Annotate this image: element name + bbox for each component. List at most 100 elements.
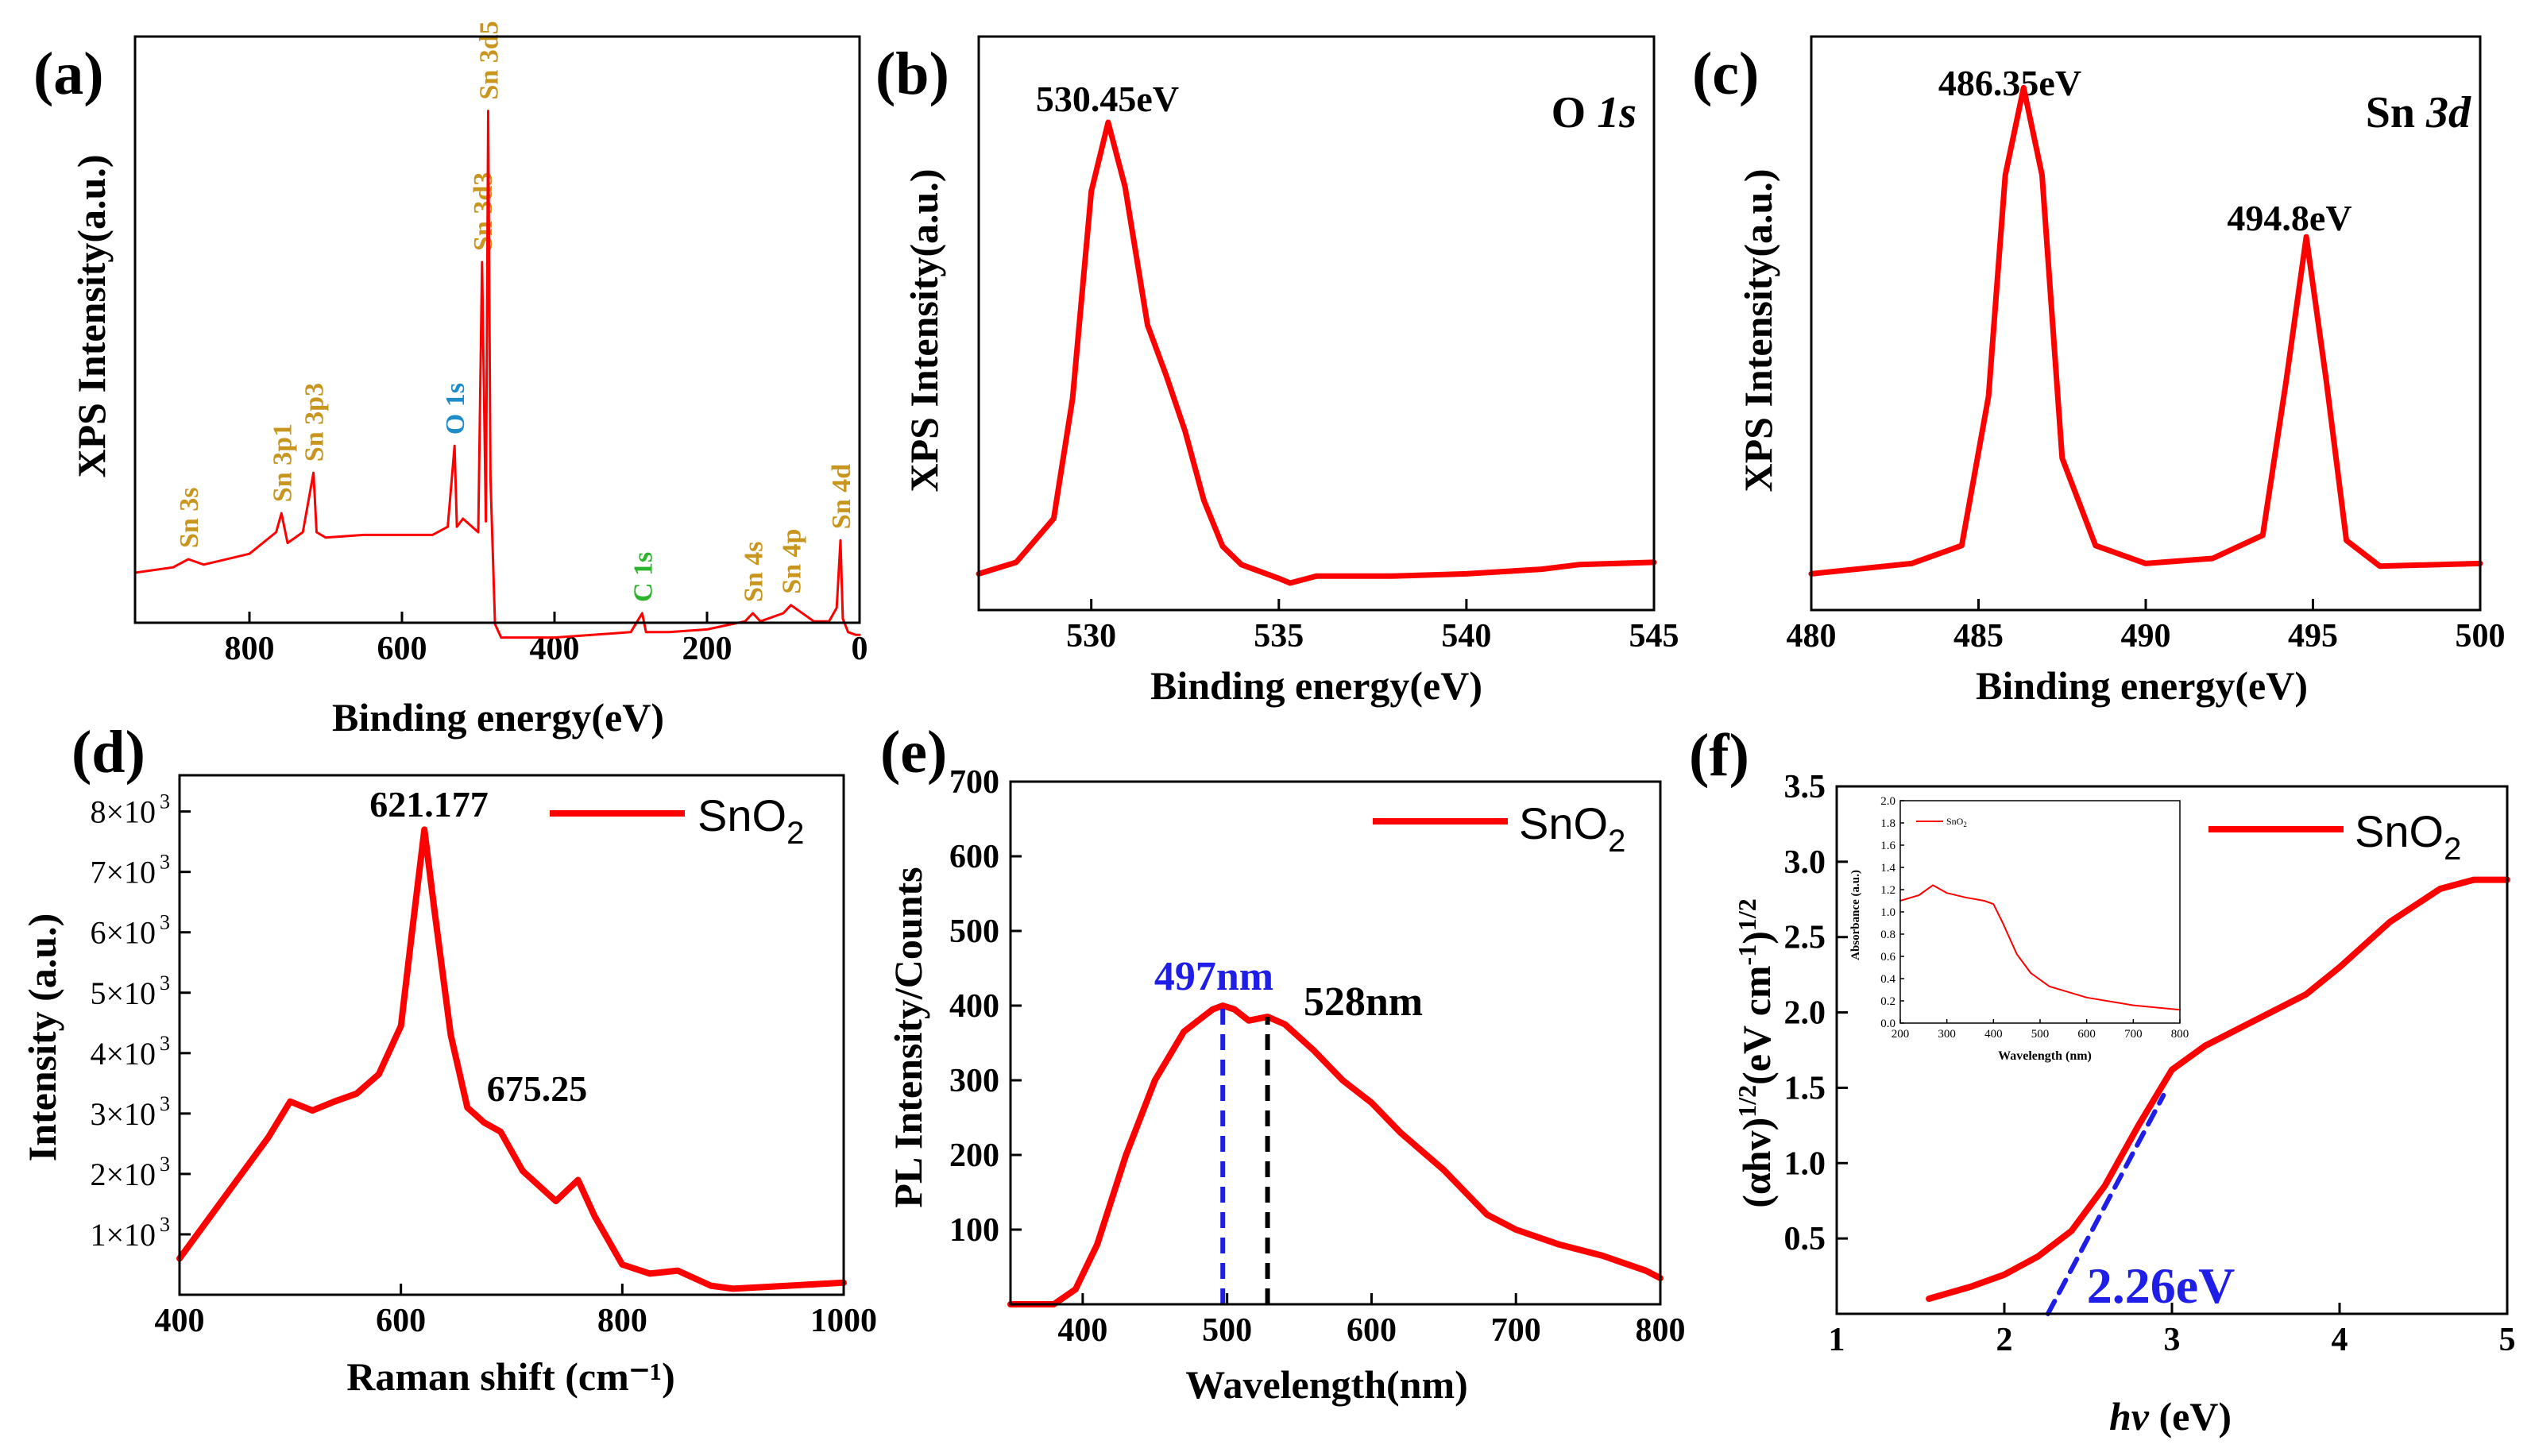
panel-e-xtick-label: 500 — [1202, 1312, 1252, 1349]
panel-d-legend-text: SnO — [698, 790, 786, 840]
panel-d-ytick-label: 5×10 — [90, 975, 156, 1011]
panel-d-ytick-label: 3×10 — [90, 1096, 156, 1132]
panel-f-label: (f) — [1689, 722, 1749, 789]
panel-b-xtick-label: 535 — [1254, 618, 1304, 655]
panel-f-ytick-label: 0.5 — [1784, 1221, 1826, 1257]
panel-d-xtick-label: 400 — [155, 1303, 205, 1339]
panel-a-label: (a) — [33, 41, 104, 107]
panel-f-tangent-line — [2045, 1092, 2166, 1316]
panel-c-title-orbital: 3d — [2425, 88, 2471, 137]
panel-a-xtick-label: 600 — [377, 631, 427, 667]
panel-c: (c) XPS Intensity(a.u.) Binding energy(e… — [1692, 35, 2506, 708]
panel-a-frame — [133, 35, 861, 624]
panel-f-ylabel-sup2: -1 — [1733, 944, 1761, 966]
panel-e-xtick-label: 600 — [1347, 1312, 1397, 1349]
panel-a-peak-label: Sn 4d — [827, 464, 856, 529]
panel-c-title-element: Sn — [2366, 88, 2426, 137]
panel-d-legend-sub: 2 — [786, 816, 804, 851]
panel-f-legend-label: SnO2 — [2355, 806, 2461, 867]
panel-a-ylabel: XPS Intensity(a.u.) — [69, 155, 114, 478]
panel-e-legend-text: SnO — [1519, 798, 1608, 848]
panel-d-ytick-label: 4×10 — [90, 1036, 156, 1072]
panel-f-ylabel-c: ) — [1734, 931, 1779, 944]
panel-d-frame — [178, 774, 845, 1296]
panel-f-xtick-label: 2 — [1996, 1322, 2013, 1358]
panel-f-inset-ytick-label: 0.6 — [1880, 951, 1895, 964]
panel-c-title: Sn 3d — [2366, 88, 2471, 137]
panel-f-legend: SnO2 — [2208, 806, 2461, 867]
panel-f-inset-absorbance-line — [1899, 884, 2181, 1011]
panel-e-frame — [1009, 780, 1662, 1306]
panel-a-peak-label: Sn 3p1 — [268, 423, 297, 502]
panel-f-inset-background — [1899, 796, 2181, 1023]
panel-f-inset-ytick-label: 1.0 — [1880, 906, 1895, 919]
panel-f-legend-text: SnO — [2355, 806, 2444, 856]
panel-f-ytick-label: 2.0 — [1784, 995, 1826, 1032]
panel-d-xlabel: Raman shift (cm⁻¹) — [346, 1354, 675, 1399]
panel-f-legend-sub: 2 — [2444, 832, 2461, 867]
panel-f-inset-xtick-label: 200 — [1892, 1028, 1910, 1041]
panel-e-pl-line — [1007, 1002, 1664, 1307]
panel-f-ylabel-sup1: 1/2 — [1733, 1085, 1761, 1118]
panel-f-inset-xtick-label: 600 — [2077, 1028, 2096, 1041]
panel-b-xtick-label: 530 — [1066, 618, 1116, 655]
panel-f: (f) (αhv)1/2(eV cm-1)1/2 hv (eV) 2.26eV … — [1689, 722, 2516, 1439]
panel-d-ytick-exponent: 3 — [160, 911, 170, 934]
panel-e-ytick-label: 300 — [949, 1063, 999, 1099]
panel-f-inset-xlabel: Wavelength (nm) — [1998, 1049, 2092, 1063]
panel-a-survey-line — [133, 110, 861, 639]
panel-f-inset: Absorbance (a.u.) Wavelength (nm) SnO2 2… — [1849, 795, 2189, 1063]
panel-f-xtick-label: 5 — [2499, 1322, 2516, 1358]
panel-a-peak-label: Sn 3d5 — [474, 21, 504, 99]
panel-c-xtick-label: 480 — [1787, 618, 1837, 655]
panel-d-legend: SnO2 — [550, 790, 804, 851]
panel-d-ytick-exponent: 3 — [160, 971, 170, 994]
panel-f-ylabel: (αhv)1/2(eV cm-1)1/2 — [1733, 898, 1779, 1208]
panel-e-xtick-label: 800 — [1636, 1312, 1686, 1349]
panel-b-xlabel: Binding energy(eV) — [1150, 663, 1482, 708]
panel-b-ylabel: XPS Intensity(a.u.) — [902, 169, 946, 492]
panel-f-ytick-label: 1.5 — [1784, 1070, 1826, 1106]
panel-b-title-element: O — [1552, 88, 1598, 137]
panel-f-inset-ytick-label: 0.4 — [1880, 973, 1895, 986]
panel-d-ytick-exponent: 3 — [160, 790, 170, 813]
panel-f-frame — [1835, 785, 2509, 1315]
panel-f-inset-xtick-label: 800 — [2171, 1028, 2189, 1041]
panel-f-inset-ytick-label: 1.4 — [1880, 862, 1895, 875]
panel-b-label: (b) — [875, 41, 949, 107]
panel-d-ytick-exponent: 3 — [160, 851, 170, 874]
panel-b-frame — [977, 35, 1656, 612]
panel-f-inset-xtick-label: 300 — [1938, 1028, 1956, 1041]
panel-d-raman-line — [176, 826, 847, 1292]
panel-d-peak1-label: 621.177 — [369, 784, 489, 825]
panel-e-ytick-label: 100 — [949, 1212, 999, 1249]
panel-f-xtick-label: 1 — [1829, 1322, 1845, 1358]
panel-c-label: (c) — [1692, 41, 1759, 107]
panel-c-frame — [1810, 35, 2482, 612]
panel-e-legend-sub: 2 — [1608, 824, 1625, 859]
panel-f-xlabel-rest: (eV) — [2149, 1394, 2232, 1439]
panel-e-ytick-label: 400 — [949, 988, 999, 1025]
panel-b-xtick-label: 540 — [1441, 618, 1491, 655]
panel-b-title: O 1s — [1552, 88, 1637, 137]
panel-f-ylabel-sup3: 1/2 — [1733, 898, 1761, 931]
panel-f-inset-legend-text: SnO — [1946, 816, 1964, 827]
panel-f-inset-legend-sub: 2 — [1963, 821, 1967, 828]
panel-e-ytick-label: 700 — [949, 764, 999, 801]
panel-f-inset-ytick-label: 1.2 — [1880, 884, 1895, 897]
panel-a-xtick-label: 0 — [852, 631, 868, 667]
panel-f-inset-xtick-label: 400 — [1984, 1028, 2003, 1041]
panel-d-xtick-label: 800 — [597, 1303, 647, 1339]
panel-a-peak-label: Sn 3p3 — [300, 383, 330, 462]
panel-d-xtick-label: 1000 — [810, 1303, 877, 1339]
panel-c-xtick-label: 485 — [1953, 618, 2004, 655]
panel-a-peak-label: Sn 4p — [778, 529, 807, 594]
panel-f-ylabel-b: (eV cm — [1734, 965, 1779, 1084]
panel-e-peak1-label: 497nm — [1154, 954, 1273, 999]
panel-f-ytick-label: 2.5 — [1784, 920, 1826, 956]
panel-a-peak-label: Sn 3s — [175, 487, 204, 548]
panel-d: (d) Intensity (a.u.) Raman shift (cm⁻¹) … — [20, 719, 877, 1399]
panel-c-peak1-label: 486.35eV — [1938, 63, 2081, 103]
panel-c-xtick-label: 495 — [2288, 618, 2338, 655]
